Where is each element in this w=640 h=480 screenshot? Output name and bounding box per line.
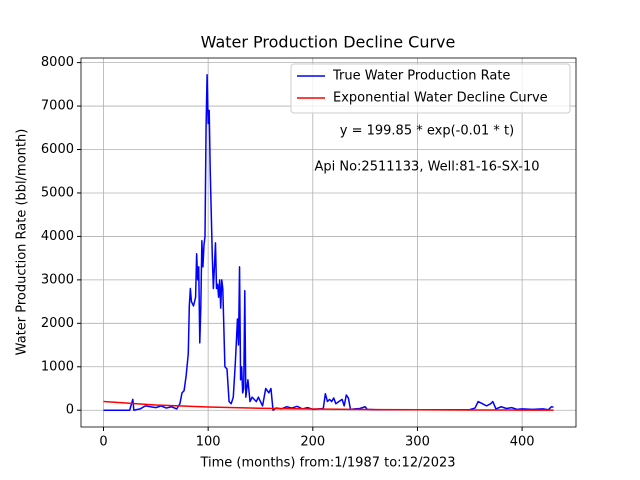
legend-label: Exponential Water Decline Curve bbox=[333, 91, 548, 106]
annotation: y = 199.85 * exp(-0.01 * t) bbox=[340, 124, 514, 139]
chart-title: Water Production Decline Curve bbox=[201, 33, 456, 52]
y-tick-label: 5000 bbox=[41, 185, 74, 200]
x-tick-label: 0 bbox=[99, 435, 107, 450]
y-axis-label: Water Production Rate (bbl/month) bbox=[15, 129, 30, 356]
y-tick-label: 4000 bbox=[41, 229, 74, 244]
legend-label: True Water Production Rate bbox=[332, 69, 510, 84]
x-tick-label: 400 bbox=[510, 435, 535, 450]
y-tick-label: 3000 bbox=[41, 272, 74, 287]
y-tick-label: 2000 bbox=[41, 316, 74, 331]
y-tick-label: 7000 bbox=[41, 99, 74, 114]
x-tick-label: 200 bbox=[300, 435, 325, 450]
annotation: Api No:2511133, Well:81-16-SX-10 bbox=[314, 160, 539, 175]
y-tick-label: 0 bbox=[66, 403, 74, 418]
x-tick-label: 100 bbox=[196, 435, 221, 450]
plot-frame bbox=[80, 57, 577, 428]
series-line bbox=[103, 400, 554, 411]
legend-box bbox=[290, 63, 571, 114]
y-tick-label: 8000 bbox=[41, 55, 74, 70]
y-tick-label: 1000 bbox=[41, 359, 74, 374]
x-axis-label: Time (months) from:1/1987 to:12/2023 bbox=[199, 456, 455, 471]
y-tick-label: 6000 bbox=[41, 142, 74, 157]
x-tick-label: 300 bbox=[405, 435, 430, 450]
